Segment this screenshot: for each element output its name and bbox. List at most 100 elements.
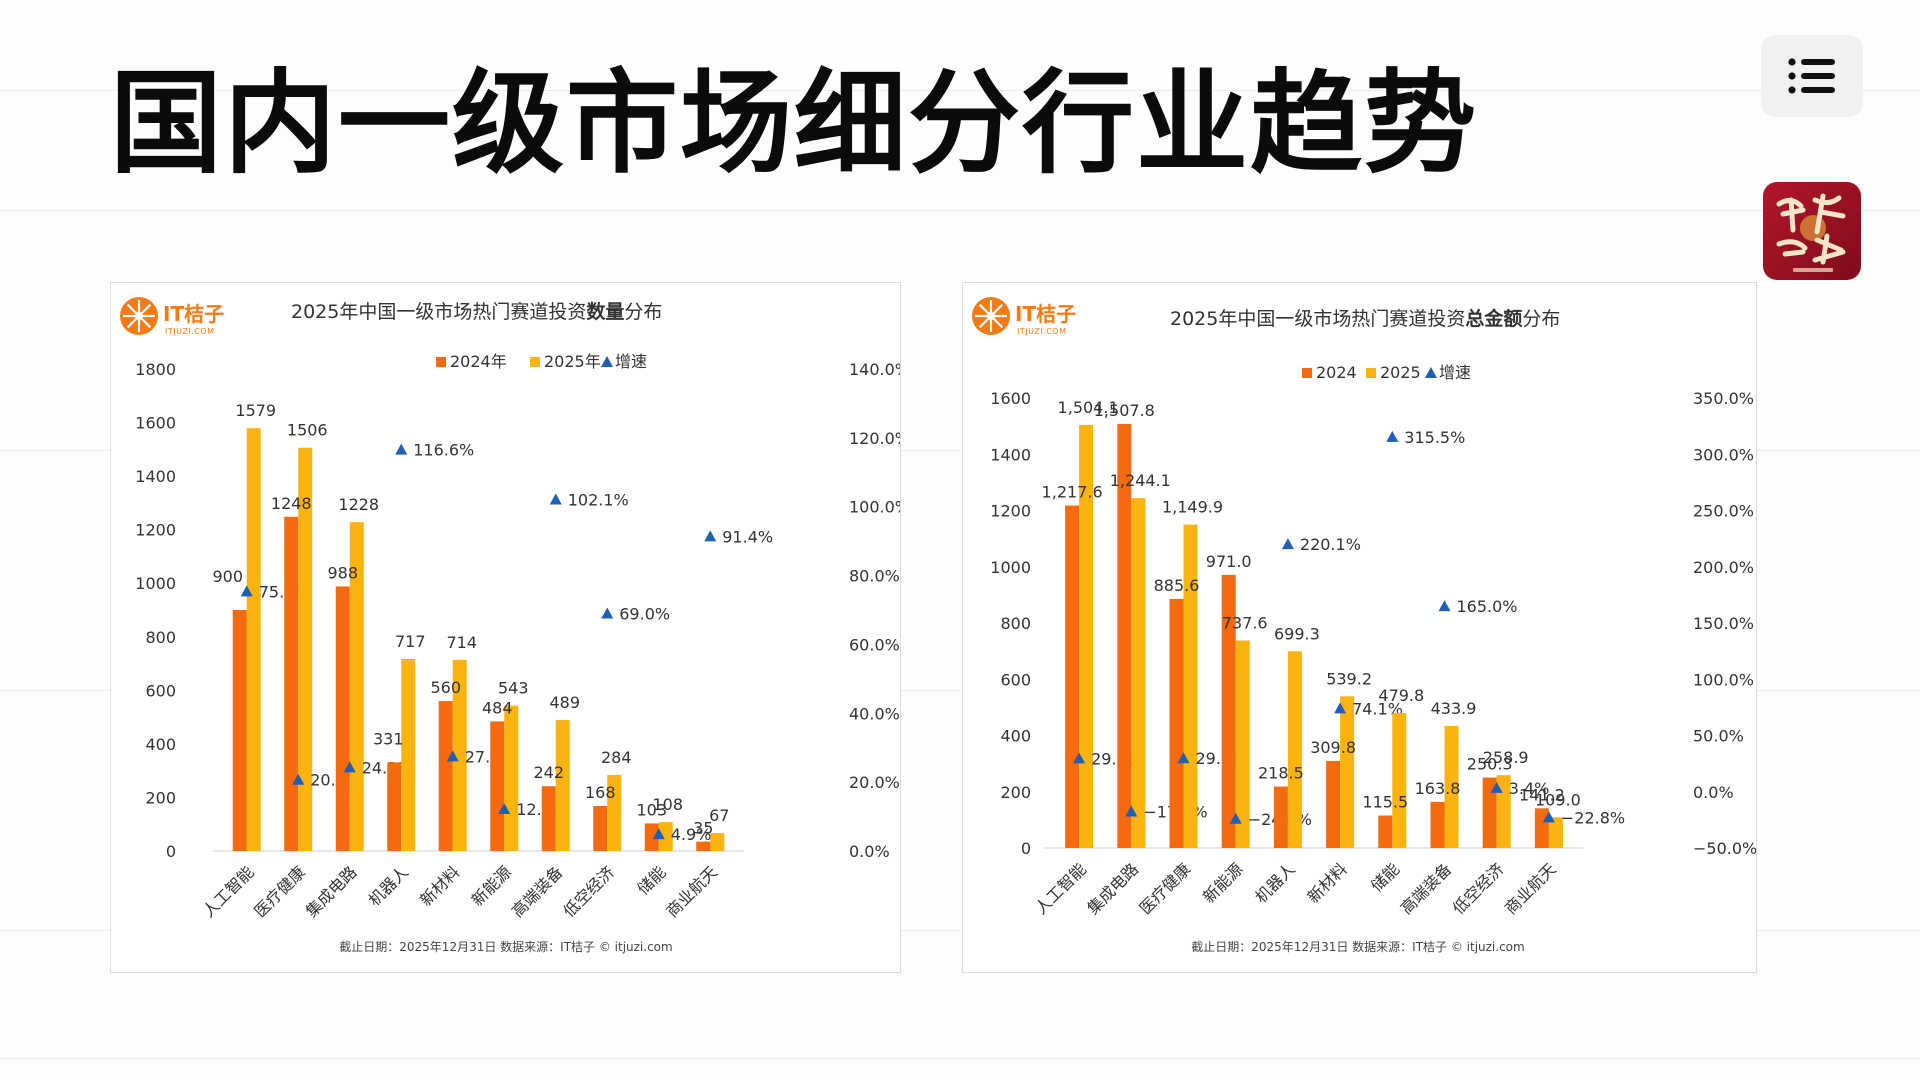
bar-2024 — [1482, 777, 1497, 848]
bar-2025 — [1548, 817, 1563, 848]
category-label: 商业航天 — [1501, 859, 1560, 918]
category-label: 新材料 — [416, 862, 463, 909]
category-label: 高端装备 — [508, 862, 567, 921]
bar-2024 — [1065, 505, 1080, 848]
data-label-2024: 218.5 — [1258, 764, 1304, 783]
growth-marker — [343, 761, 356, 773]
category-label: 人工智能 — [199, 862, 258, 921]
chart-footer: 截止日期：2025年12月31日 数据来源：IT桔子 © itjuzi.com — [1191, 939, 1524, 954]
y-tick-label: 400 — [1000, 727, 1031, 746]
bar-2024 — [387, 762, 402, 851]
legend-label: 2024 — [1316, 363, 1357, 382]
data-label-2025: 433.9 — [1431, 699, 1477, 718]
bar-2025 — [1183, 524, 1198, 848]
y-tick-label: 1000 — [135, 574, 176, 593]
data-label-2025: 714 — [446, 633, 477, 652]
bar-2024 — [1378, 815, 1393, 848]
y2-tick-label: 350.0% — [1693, 389, 1754, 408]
bar-2024 — [541, 786, 556, 851]
chart-panel-count: IT桔子 ITJUZI.COM 2025年中国一级市场热门赛道投资数量分布 2024年… — [110, 282, 901, 973]
data-label-2024: 163.8 — [1415, 779, 1461, 798]
chart-title-bold: 总金额 — [1465, 307, 1522, 330]
legend-label: 2025 — [1380, 363, 1421, 382]
growth-label: 91.4% — [722, 527, 773, 546]
chart-title-prefix: 2025年中国一级市场热门赛道投资 — [291, 301, 586, 323]
growth-marker — [1438, 600, 1451, 612]
category-label: 储能 — [1367, 859, 1403, 895]
bar-2025 — [1340, 696, 1355, 848]
bar-2024 — [1273, 786, 1288, 848]
y-tick-label: 600 — [145, 681, 176, 700]
category-label: 人工智能 — [1031, 859, 1090, 918]
bar-2025 — [1444, 725, 1459, 848]
bar-2025 — [1496, 775, 1511, 848]
category-label: 商业航天 — [662, 862, 721, 921]
y-tick-label: 800 — [145, 628, 176, 647]
data-label-2025: 284 — [601, 748, 632, 767]
bar-2024 — [1117, 423, 1132, 848]
legend-label: 增速 — [1439, 363, 1471, 382]
bar-2025 — [658, 822, 673, 851]
data-label-2025: 539.2 — [1326, 669, 1372, 688]
orange-logo-icon — [972, 297, 1010, 335]
y2-tick-label: 150.0% — [1693, 614, 1754, 633]
data-label-2024: 971.0 — [1206, 552, 1252, 571]
channel-avatar[interactable] — [1763, 182, 1861, 280]
growth-label: −22.8% — [1561, 808, 1625, 827]
data-label-2025: 1,504.1 — [1058, 398, 1119, 417]
chart-title-bold: 数量 — [586, 300, 624, 323]
category-label: 低空经济 — [559, 862, 618, 921]
chart-title-prefix: 2025年中国一级市场热门赛道投资 — [1170, 308, 1465, 330]
growth-label: 116.6% — [413, 441, 474, 460]
growth-marker — [446, 750, 459, 762]
growth-marker — [1281, 538, 1294, 550]
bar-2024 — [1221, 574, 1236, 848]
growth-marker — [1177, 752, 1190, 764]
orange-logo-icon — [120, 297, 158, 335]
bar-2025 — [555, 720, 570, 851]
category-label: 高端装备 — [1397, 859, 1456, 918]
growth-marker — [240, 585, 253, 597]
data-label-2024: 141.2 — [1519, 785, 1565, 804]
growth-label: 69.0% — [619, 604, 670, 623]
growth-marker — [395, 443, 408, 455]
y2-tick-label: −50.0% — [1693, 839, 1756, 858]
bar-2024 — [1326, 760, 1341, 848]
bar-2025 — [298, 447, 313, 851]
bar-2024 — [1169, 598, 1184, 848]
data-label-2024: 900 — [212, 567, 243, 586]
data-label-2024: 115.5 — [1362, 793, 1408, 812]
data-label-2024: 168 — [585, 783, 616, 802]
bar-2024 — [232, 610, 247, 851]
y-tick-label: 1000 — [990, 558, 1031, 577]
y2-tick-label: 140.0% — [849, 360, 900, 379]
y2-tick-label: 40.0% — [849, 704, 900, 723]
data-label-2025: 1579 — [235, 401, 276, 420]
data-label-2025: 109.0 — [1535, 790, 1581, 809]
y-tick-label: 600 — [1000, 670, 1031, 689]
data-label-2024: 1,507.8 — [1094, 401, 1155, 420]
y2-tick-label: 100.0% — [849, 498, 900, 517]
growth-marker — [704, 530, 717, 542]
growth-marker — [652, 828, 665, 840]
growth-marker — [1334, 702, 1347, 714]
logo-domain-text: ITJUZI.COM — [1017, 327, 1067, 336]
legend-label: 2024年 — [450, 352, 507, 371]
menu-button[interactable] — [1761, 35, 1863, 117]
growth-label: 74.1% — [1352, 699, 1403, 718]
data-label-2025: 1228 — [338, 495, 379, 514]
bar-2024 — [438, 701, 453, 851]
category-label: 新能源 — [1199, 859, 1246, 906]
data-label-2024: 331 — [373, 729, 404, 748]
legend-swatch-0 — [436, 357, 446, 367]
data-label-2024: 885.6 — [1154, 576, 1200, 595]
y-tick-label: 0 — [166, 842, 176, 861]
y2-tick-label: 300.0% — [1693, 445, 1754, 464]
y2-tick-label: 80.0% — [849, 567, 900, 586]
bar-2024 — [644, 823, 659, 851]
bar-2024 — [1534, 808, 1549, 848]
chart-panel-amount: IT桔子 ITJUZI.COM 2025年中国一级市场热门赛道投资总金额分布 2024… — [962, 282, 1757, 973]
y-tick-label: 1400 — [135, 467, 176, 486]
